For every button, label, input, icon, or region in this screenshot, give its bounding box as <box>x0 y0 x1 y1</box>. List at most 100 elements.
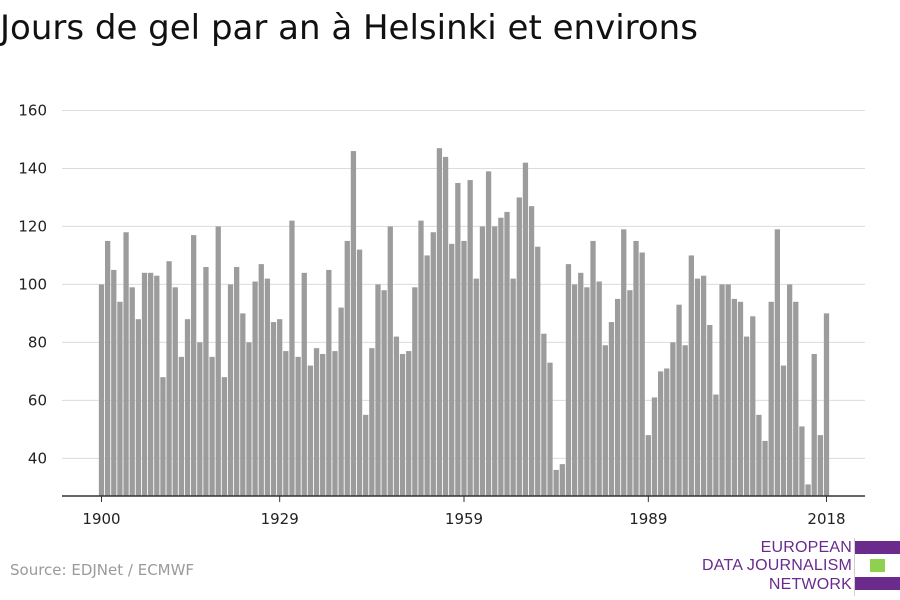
bar-1941 <box>350 151 357 497</box>
bar-1908 <box>148 272 154 496</box>
y-tick-label: 140 <box>18 159 47 177</box>
x-tick-label: 1959 <box>445 510 483 528</box>
bar-1945 <box>375 284 381 496</box>
bar-1997 <box>694 278 701 496</box>
bar-1966 <box>504 211 510 497</box>
bar-1937 <box>326 269 332 496</box>
bar-1912 <box>172 287 178 496</box>
bar-2000 <box>713 394 719 496</box>
bar-1964 <box>492 226 498 496</box>
bar-1924 <box>246 342 252 496</box>
x-tick-label: 2018 <box>807 510 845 528</box>
bar-1981 <box>596 281 602 496</box>
bar-1931 <box>289 220 295 496</box>
x-tick-label: 1929 <box>261 510 299 528</box>
y-tick-label: 40 <box>28 449 47 467</box>
bar-1916 <box>197 342 203 496</box>
bar-1998 <box>700 275 707 496</box>
bar-1905 <box>129 287 135 496</box>
logo-line-3: NETWORK <box>768 576 852 593</box>
bar-1934 <box>307 365 314 496</box>
y-tick-label: 100 <box>18 275 47 293</box>
bar-1959 <box>461 240 467 496</box>
bar-1911 <box>166 261 172 496</box>
bar-chart: 40 60 80 100 120 140 160 1900 1929 1959 1989 2018 <box>18 101 865 528</box>
bar-1932 <box>295 356 301 496</box>
logo-divider <box>854 538 855 596</box>
bar-1976 <box>565 264 572 496</box>
bar-1935 <box>313 348 320 496</box>
bar-2002 <box>725 284 731 496</box>
bar-1965 <box>498 217 504 496</box>
bar-1923 <box>240 313 246 496</box>
bar-1914 <box>184 319 191 496</box>
y-tick-label: 60 <box>28 391 47 409</box>
bar-1968 <box>516 197 522 496</box>
x-axis-ticks: 1900 1929 1959 1989 2018 <box>82 496 846 528</box>
bar-1940 <box>344 240 350 496</box>
bar-1995 <box>682 345 688 496</box>
bar-1989 <box>645 435 651 496</box>
bar-1930 <box>283 351 289 496</box>
bar-1919 <box>215 226 221 496</box>
bar-1920 <box>221 377 228 496</box>
x-tick-label: 1900 <box>82 510 120 528</box>
bar-2007 <box>756 414 762 496</box>
bar-2018 <box>823 313 830 496</box>
bar-1901 <box>105 240 111 496</box>
bar-1955 <box>436 148 443 496</box>
bar-1946 <box>381 290 387 496</box>
bar-1942 <box>356 249 363 496</box>
bar-1979 <box>584 287 590 496</box>
bar-1944 <box>369 348 375 496</box>
bar-1963 <box>485 171 492 497</box>
bar-1978 <box>578 272 584 496</box>
bar-1983 <box>608 322 615 496</box>
bar-1961 <box>473 278 479 496</box>
bar-1948 <box>393 336 400 496</box>
bar-1928 <box>270 322 277 496</box>
bar-1967 <box>510 278 516 496</box>
logo-line-1: EUROPEAN <box>760 539 852 556</box>
logo-line-2: DATA JOURNALISM <box>702 557 852 574</box>
bar-1936 <box>320 353 326 496</box>
bar-1986 <box>627 290 633 496</box>
bar-1994 <box>676 304 682 496</box>
bar-2009 <box>768 301 774 496</box>
bar-1990 <box>651 397 658 496</box>
bar-1907 <box>141 272 148 496</box>
bar-1904 <box>123 232 129 497</box>
bar-1971 <box>535 246 541 496</box>
bar-1985 <box>621 229 627 497</box>
bar-1958 <box>455 182 461 496</box>
bar-1921 <box>227 284 234 496</box>
bar-1957 <box>449 243 455 496</box>
bar-1996 <box>688 255 694 496</box>
bar-1993 <box>670 342 676 496</box>
bar-1988 <box>639 252 645 496</box>
bar-2005 <box>743 336 750 496</box>
bar-1984 <box>614 298 621 496</box>
x-tick-label: 1989 <box>629 510 667 528</box>
bar-1980 <box>590 240 596 496</box>
bar-2001 <box>719 284 725 496</box>
bar-2013 <box>793 301 799 496</box>
bar-1974 <box>553 469 559 496</box>
bar-1973 <box>547 362 553 496</box>
bar-1929 <box>277 319 283 496</box>
bars <box>98 148 830 497</box>
bar-1970 <box>528 206 535 496</box>
edjnet-logo: EUROPEAN DATA JOURNALISM NETWORK <box>700 538 900 598</box>
bar-2016 <box>811 353 817 496</box>
bar-1933 <box>301 272 307 496</box>
bar-1913 <box>178 356 185 496</box>
bar-2003 <box>731 298 737 496</box>
bar-1943 <box>363 414 369 496</box>
bar-1949 <box>399 353 406 496</box>
bar-2010 <box>774 229 780 497</box>
bar-1900 <box>98 284 105 496</box>
bar-1910 <box>160 377 166 496</box>
bar-2008 <box>762 440 768 496</box>
y-tick-label: 160 <box>18 101 47 119</box>
bar-1999 <box>707 324 713 496</box>
